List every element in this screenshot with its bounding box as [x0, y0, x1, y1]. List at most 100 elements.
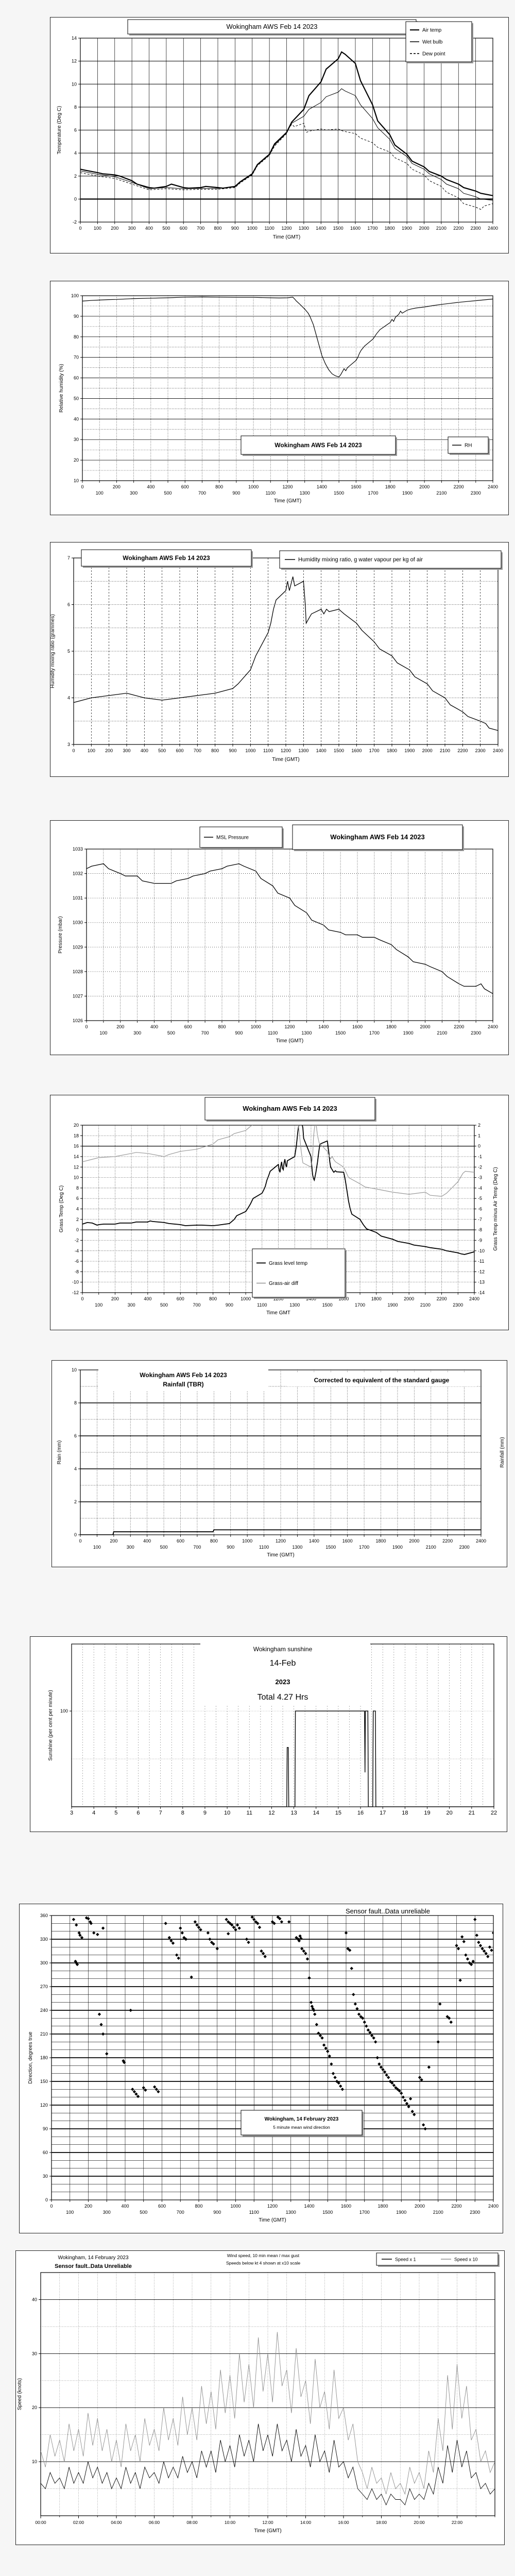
y-tick-label: 300	[40, 1960, 48, 1965]
x-tick-label: 700	[193, 1302, 200, 1308]
x-tick-label: 500	[160, 1302, 168, 1308]
y-tick-label: 180	[40, 2055, 48, 2060]
x-tick-label: 2100	[420, 1302, 431, 1308]
x-tick-label: 1300	[289, 1302, 300, 1308]
y-axis: 1026 1027 1028 1029 1030 1031 1032 1033 Pressure…	[58, 846, 87, 1023]
gridlines	[82, 296, 493, 481]
title-box: Wokingham sunshine 14-Feb 2023 Total 4.27 H…	[200, 1638, 370, 1706]
x-tick-label: 400	[121, 2204, 129, 2209]
y2-tick-label: 0	[478, 1144, 480, 1149]
x-tick-label: 1700	[355, 1302, 365, 1308]
y-tick-label: 2	[76, 1217, 79, 1222]
chart-svg-5: 0100200300400500600700800900100011001200…	[57, 1367, 505, 1558]
series-grass-level-temp	[82, 1125, 474, 1255]
y-tick-label: -2	[75, 1238, 79, 1243]
x-tick-label: 1300	[300, 490, 310, 496]
y2-tick-label: -6	[478, 1207, 482, 1212]
x-tick-label: 1400	[316, 226, 326, 231]
x-tick-label: 1500	[335, 1030, 346, 1036]
y2-tick-label: -13	[478, 1280, 485, 1285]
x-tick-label: 800	[214, 226, 221, 231]
y-tick-label: 12	[74, 1164, 79, 1170]
chart-panel-0: 0 100 200 300 400 500 600 700 800 900 1000 1100 1200…	[50, 17, 509, 253]
legend-label: MSL Pressure	[216, 835, 249, 841]
chart-panel-8: 00:00 02:00 04:00 06:00 08:00 10:00 12:00 14:00…	[15, 2250, 505, 2545]
legend: Speed x 1 Speed x 10	[376, 2252, 500, 2267]
y-tick-label: 360	[40, 1913, 48, 1918]
x-tick-label: 1800	[375, 1538, 386, 1544]
y-axis-label: Direction, degrees true	[28, 2031, 33, 2084]
series-speed-x-1	[41, 2424, 495, 2506]
x-tick-label: 1100	[263, 748, 273, 753]
x-tick-label: 2400	[488, 1024, 498, 1029]
x-tick-label: 600	[180, 226, 187, 231]
legend-label: Dew point	[422, 51, 445, 57]
y-axis: 0 30 60 90 120 150 180 210 240 270 300 330 360 Direct…	[28, 1913, 52, 2202]
x-tick-label: 2100	[426, 1545, 436, 1550]
y-tick-label: 1032	[73, 871, 83, 876]
y-tick-label: 30	[74, 437, 79, 442]
y-tick-label: 50	[74, 396, 79, 401]
x-tick-label: 400	[150, 1024, 158, 1029]
y-tick-label: 4	[74, 150, 77, 156]
y-tick-label: 10	[74, 1175, 79, 1180]
x-tick-label: 900	[229, 748, 236, 753]
x-tick-label: 1600	[352, 1024, 363, 1029]
x-tick-label: 1500	[333, 226, 344, 231]
x-tick-label: 1300	[299, 226, 309, 231]
y-tick-label: 120	[40, 2103, 48, 2108]
y-tick-label: 70	[74, 355, 79, 360]
x-tick-label: 100	[88, 748, 95, 753]
x-tick-label: 1600	[341, 2204, 351, 2209]
x-tick-label: 200	[116, 1024, 124, 1029]
series-speed-x-10	[41, 2332, 495, 2495]
legend-label: Humidity mixing ratio, g water vapour pe…	[298, 557, 423, 563]
x-tick-label: 100	[94, 226, 101, 231]
x-tick-label: 2300	[471, 1030, 481, 1036]
y-tick-label: 1028	[73, 969, 83, 974]
chart-title: Wokingham AWS Feb 14 2023	[226, 23, 317, 30]
y2-tick-label: -1	[478, 1154, 482, 1159]
y-tick-label: 14	[72, 36, 77, 41]
y-axis-label: Relative humidity (%)	[59, 364, 64, 412]
chart-svg-8: 00:00 02:00 04:00 06:00 08:00 10:00 12:00 14:00…	[17, 2252, 500, 2534]
y-tick-label: 20	[74, 1123, 79, 1128]
annotation-text: Wind speed, 10 min mean / max gust	[227, 2253, 300, 2258]
x-tick-label: 2200	[442, 1538, 453, 1544]
series-air-temp	[80, 51, 493, 196]
y-tick-label: -6	[75, 1259, 79, 1264]
y-axis: 10 20 30 40 50 60 70 80 90 100 Relative humidity (…	[59, 293, 82, 483]
y-tick-label: 8	[74, 1400, 77, 1405]
x-tick-label: 1900	[402, 490, 413, 496]
legend-label: Wet bulb	[422, 40, 443, 45]
x-tick-label: 1200	[276, 1538, 286, 1544]
x-tick-label: 14	[313, 1810, 319, 1816]
y2-tick-label: -5	[478, 1196, 482, 1201]
x-tick-label: 2200	[437, 1296, 447, 1301]
x-axis-label: Time (GMT)	[254, 2528, 282, 2534]
x-axis: 00:00 02:00 04:00 06:00 08:00 10:00 12:00 14:00…	[35, 2516, 495, 2534]
x-tick-label: 2000	[419, 226, 429, 231]
x-tick-label: 700	[194, 748, 201, 753]
gridlines	[52, 1916, 493, 2200]
x-tick-label: 400	[147, 484, 154, 489]
annotation-text: Sensor fault..Data Unreliable	[55, 2263, 132, 2269]
y-tick-label: 60	[74, 376, 79, 381]
x-tick-label: 800	[195, 2204, 202, 2209]
x-axis: 3 4 5 6 7 8 9 10 11 12 13 14 15 16 17 18 19 20 21 22	[70, 1807, 497, 1816]
y-tick-label: 210	[40, 2031, 48, 2037]
x-tick-label: 1800	[385, 484, 396, 489]
y-axis-label: Grass Temp (Deg C)	[59, 1185, 64, 1233]
chart-title: Wokingham AWS Feb 14 2023	[123, 554, 210, 562]
y-tick-label: -12	[72, 1290, 79, 1295]
x-tick-label: 18	[402, 1810, 408, 1816]
x-tick-label: 100	[99, 1030, 107, 1036]
x-tick-label: 1700	[367, 226, 377, 231]
x-tick-label: 1800	[385, 226, 395, 231]
y-tick-label: 80	[74, 334, 79, 340]
y2-tick-label: 2	[478, 1123, 480, 1128]
x-tick-label: 2200	[451, 2204, 461, 2209]
y-tick-label: 1027	[73, 993, 83, 998]
y-tick-label: 100	[71, 293, 79, 298]
legend-label: Speed x 1	[395, 2257, 416, 2262]
